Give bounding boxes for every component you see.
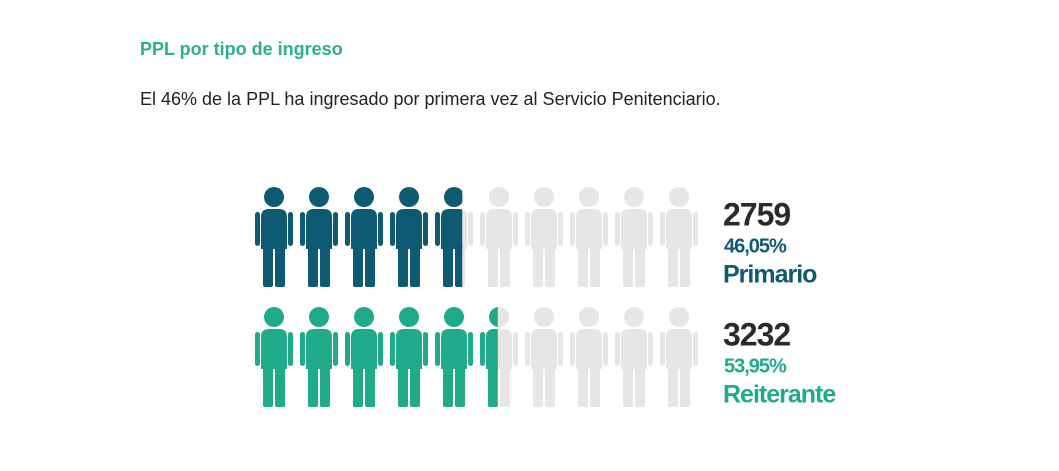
chart-title: PPL por tipo de ingreso: [140, 39, 343, 59]
chart-subtitle: El 46% de la PPL ha ingresado por primer…: [140, 89, 721, 109]
percent-label: 53,95%: [724, 355, 787, 377]
count-label: 2759: [723, 196, 790, 232]
percent-label: 46,05%: [724, 235, 787, 257]
filled-icons: [255, 307, 498, 407]
category-label: Reiterante: [723, 381, 836, 409]
count-label: 3232: [723, 316, 790, 352]
category-label: Primario: [723, 261, 817, 289]
filled-icons: [255, 187, 463, 287]
